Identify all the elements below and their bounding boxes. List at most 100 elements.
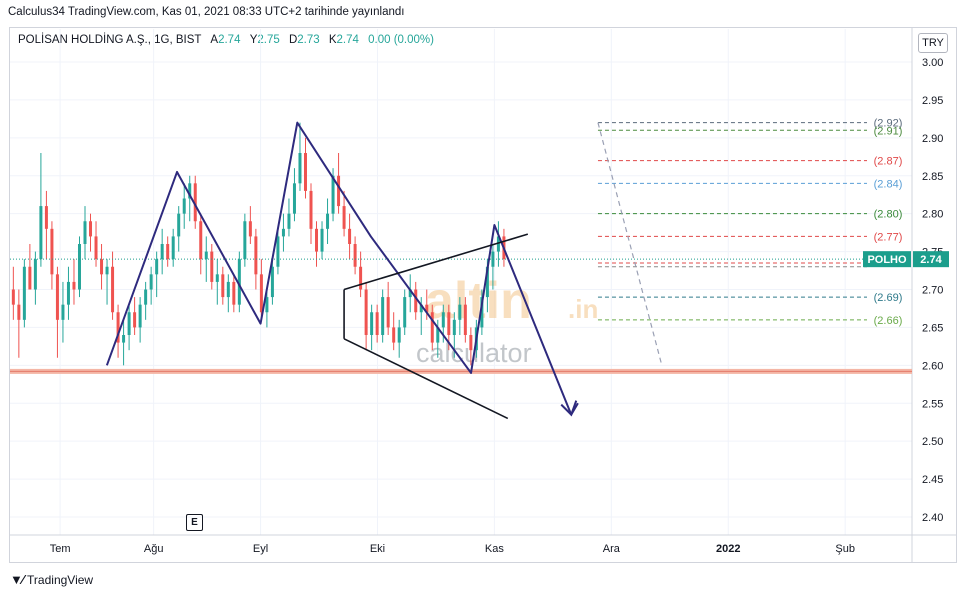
candle-body — [403, 297, 407, 328]
x-tick-label: Ağu — [144, 543, 164, 555]
change-value: 0.00 (0.00%) — [368, 34, 434, 46]
candle-body — [348, 228, 352, 244]
candle-body — [17, 304, 21, 320]
open-label: A — [210, 34, 219, 46]
candle-body — [122, 335, 126, 343]
fib-level-label: (2.84) — [874, 178, 903, 190]
candle-body — [177, 213, 181, 237]
candle-body — [61, 304, 65, 320]
price-tag-value-bg — [913, 251, 949, 268]
zigzag-arrowhead — [560, 400, 578, 417]
fib-level-label: (2.91) — [874, 125, 903, 137]
candle-body — [370, 312, 374, 335]
footer-brand[interactable]: ▼⁄ TradingView — [10, 572, 93, 587]
candle-body — [39, 206, 43, 260]
candle-body — [221, 274, 225, 298]
candle-body — [204, 251, 208, 260]
candle-body — [281, 228, 285, 237]
pattern-lower-trend — [343, 338, 509, 420]
candle-body — [44, 206, 48, 229]
candle-body — [292, 183, 296, 214]
candle-body — [171, 236, 175, 260]
candle-body — [287, 213, 291, 229]
price-tag-symbol: POLHO — [867, 254, 907, 266]
price-tag-symbol-bg — [863, 251, 911, 268]
close-label: K — [328, 34, 337, 46]
pattern-projection-dashed — [597, 122, 663, 364]
candle-body — [77, 244, 81, 290]
candle-body — [364, 289, 368, 335]
footer-brand-label: TradingView — [27, 572, 94, 587]
candle-body — [66, 281, 70, 305]
candle-body — [149, 274, 153, 290]
y-tick-label: 2.85 — [922, 171, 943, 183]
candle-body — [72, 281, 76, 290]
open-value: 2.74 — [218, 34, 241, 46]
candle-body — [436, 327, 440, 343]
currency-button[interactable]: TRY — [918, 33, 948, 53]
y-tick-label: 3.00 — [922, 57, 943, 69]
y-tick-label: 2.50 — [922, 436, 943, 448]
candle-body — [326, 213, 330, 229]
candle-body — [55, 274, 59, 320]
fib-level-label: (2.92) — [874, 118, 903, 130]
fib-level-label: (2.77) — [874, 231, 903, 243]
y-tick-label: 2.40 — [922, 512, 943, 524]
candle-body — [188, 183, 192, 199]
low-value: 2.73 — [297, 34, 320, 46]
candle-body — [237, 259, 241, 305]
y-tick-label: 2.45 — [922, 474, 943, 486]
x-tick-label: Eki — [370, 543, 385, 555]
candle-body — [243, 221, 247, 260]
candle-body — [408, 289, 412, 298]
x-tick-label: Tem — [50, 543, 71, 555]
fib-level-label: (2.87) — [874, 156, 903, 168]
candle-body — [182, 198, 186, 214]
candle-body — [265, 297, 269, 313]
low-label: D — [288, 34, 298, 46]
candle-body — [232, 281, 236, 305]
y-tick-label: 2.65 — [922, 322, 943, 334]
candle-body — [83, 221, 87, 244]
candle-body — [469, 335, 473, 351]
earnings-event-badge[interactable]: E — [186, 514, 203, 531]
candle-body — [414, 289, 418, 313]
candle-body — [425, 304, 429, 313]
candle-body — [248, 221, 252, 237]
candle-body — [100, 259, 104, 275]
watermark-tld: .in — [568, 294, 598, 324]
candle-body — [11, 289, 15, 305]
symbol-legend: POLİSAN HOLDİNG A.Ş., 1G, BIST A2.74 Y2.… — [18, 34, 434, 46]
pattern-upper-trend — [343, 233, 529, 291]
candle-body — [452, 319, 456, 335]
published-info: Calculus34 TradingView.com, Kas 01, 2021… — [8, 6, 405, 18]
candle-body — [270, 266, 274, 298]
x-tick-label: Ara — [603, 543, 621, 555]
candle-body — [210, 251, 214, 282]
fib-level-label: (2.66) — [874, 315, 903, 327]
x-tick-label: Kas — [485, 543, 504, 555]
candle-body — [397, 327, 401, 343]
candle-body — [463, 304, 467, 335]
candle-body — [215, 274, 219, 282]
candle-body — [303, 153, 307, 191]
candle-body — [127, 312, 131, 335]
candle-body — [491, 251, 495, 267]
candle-body — [419, 304, 423, 313]
candle-body — [441, 312, 445, 328]
candle-body — [276, 236, 280, 267]
candle-body — [381, 297, 385, 335]
candle-body — [353, 244, 357, 267]
candle-body — [298, 153, 302, 184]
x-tick-label: Eyl — [253, 543, 268, 555]
close-value: 2.74 — [336, 34, 359, 46]
candle-body — [320, 228, 324, 252]
chart-frame[interactable] — [9, 27, 957, 563]
candle-body — [254, 236, 258, 275]
x-tick-label: 2022 — [716, 543, 740, 555]
tradingview-logo-icon: ▼⁄ — [10, 572, 24, 587]
candle-body — [458, 304, 462, 320]
candle-body — [133, 312, 137, 328]
y-tick-label: 2.70 — [922, 285, 943, 297]
